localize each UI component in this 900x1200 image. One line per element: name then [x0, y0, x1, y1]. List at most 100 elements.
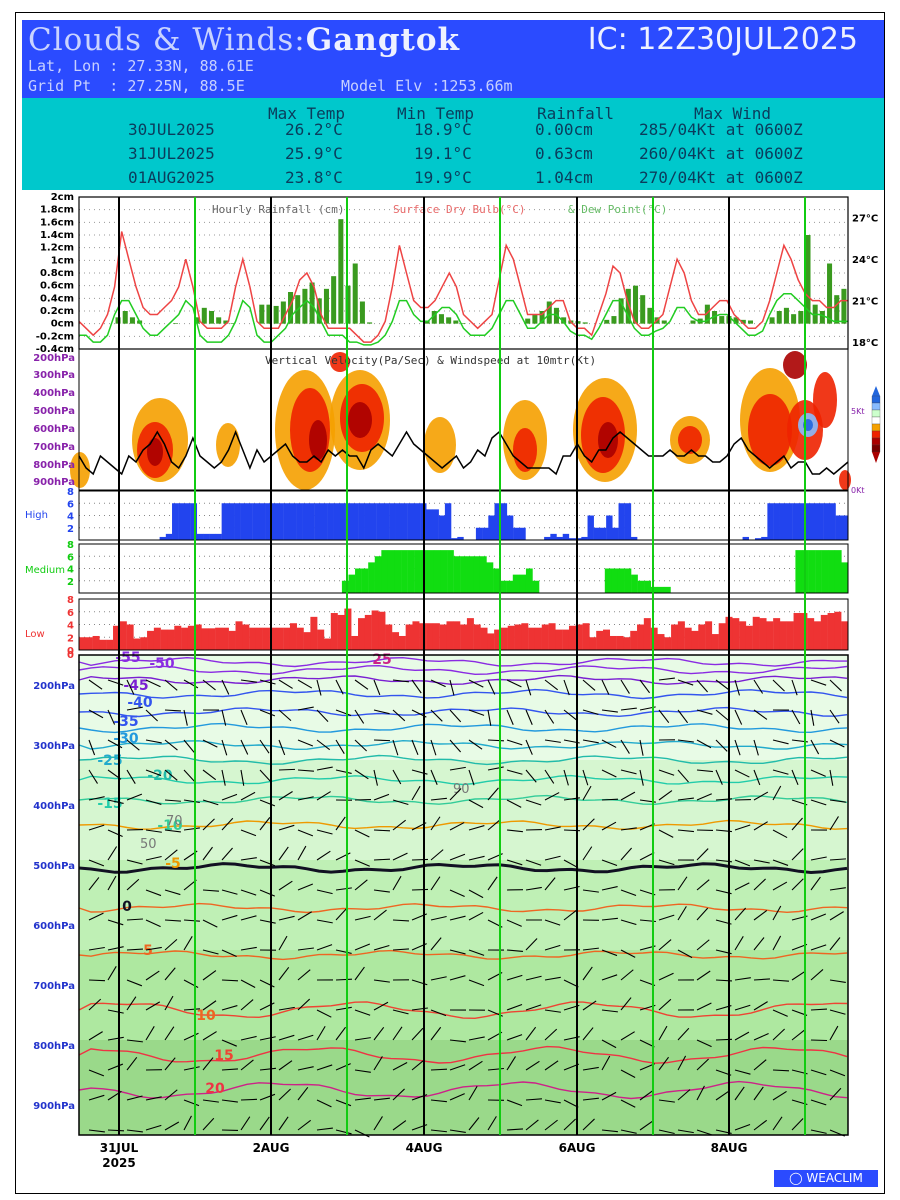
- wind-barb: [107, 1129, 125, 1132]
- low-cloud-bar: [800, 613, 808, 650]
- high-cloud-bar: [767, 503, 774, 540]
- rain-bar: [367, 322, 373, 324]
- wind-barb: [354, 1097, 371, 1101]
- wind-barb: [335, 709, 352, 716]
- wind-barb: [582, 846, 593, 861]
- wind-barb: [620, 949, 636, 958]
- wind-barb: [449, 1039, 466, 1043]
- medium-cloud-bar: [532, 580, 540, 593]
- low-cloud-bar: [392, 632, 400, 650]
- wind-barb: [278, 915, 295, 921]
- wind-barb: [829, 887, 846, 891]
- wind-barb: [278, 1060, 293, 1071]
- row-max-temp: 25.9°C: [285, 144, 343, 163]
- row-rainfall: 0.63cm: [535, 144, 593, 163]
- high-cloud-bar: [606, 515, 613, 540]
- wind-barb: [126, 679, 135, 695]
- wind-barb: [734, 1086, 745, 1101]
- rain-bar: [309, 282, 315, 324]
- wind-barb: [430, 816, 441, 831]
- wind-barb: [544, 877, 556, 891]
- wind-barb: [449, 766, 466, 771]
- wind-barb: [829, 858, 846, 861]
- temp-tick-label: 18°C: [852, 338, 878, 349]
- wind-barb: [525, 1098, 542, 1101]
- wind-barb: [772, 979, 789, 982]
- medium-cloud-bar: [440, 550, 448, 593]
- wind-barb: [107, 846, 118, 861]
- wind-barb: [392, 799, 409, 806]
- wind-barb: [373, 793, 390, 801]
- medium-cloud-bar: [341, 580, 349, 593]
- wind-barb: [620, 997, 632, 1011]
- row-max-wind: 285/04Kt at 0600Z: [639, 120, 803, 139]
- wind-barb: [297, 1087, 309, 1101]
- wind-barb: [145, 1096, 162, 1101]
- medium-cloud-bar: [368, 562, 375, 593]
- high-cloud-bar: [841, 515, 849, 540]
- high-cloud-tick-label: 4: [67, 512, 74, 523]
- wind-barb: [259, 1116, 270, 1131]
- high-cloud-bar: [308, 503, 315, 540]
- wind-barb: [278, 880, 293, 891]
- low-cloud-bar: [249, 627, 257, 650]
- wind-barb: [449, 822, 465, 831]
- low-cloud-tick-label: 2: [67, 633, 74, 644]
- low-cloud-panel-border: [78, 598, 849, 651]
- header-max-wind: Max Wind: [694, 104, 772, 123]
- wind-barb: [183, 1066, 200, 1071]
- rain-bar: [338, 219, 344, 324]
- wind-barb: [88, 912, 104, 921]
- rain-tick-label: 1.8cm: [40, 205, 74, 216]
- high-cloud-bar: [376, 503, 384, 540]
- velocity-pressure-label: 700hPa: [33, 442, 75, 453]
- wind-barb: [810, 769, 826, 777]
- wind-barb: [126, 918, 144, 921]
- wind-barb: [259, 1093, 276, 1101]
- rain-bar: [546, 301, 552, 324]
- medium-cloud-bar: [473, 556, 481, 593]
- rain-bar: [834, 295, 840, 324]
- wind-barb: [620, 1129, 637, 1134]
- wind-barb: [753, 791, 769, 801]
- high-cloud-bar: [593, 527, 601, 540]
- velocity-contour: [309, 420, 327, 460]
- wind-barb: [316, 850, 331, 861]
- low-cloud-bar: [466, 618, 474, 650]
- wind-barb: [183, 799, 200, 804]
- wind-barb: [658, 677, 675, 681]
- wind-barb: [601, 1091, 617, 1101]
- rain-bar: [625, 288, 631, 324]
- wind-barb: [221, 769, 226, 786]
- wind-barb: [563, 769, 569, 786]
- wind-barb: [620, 1069, 636, 1078]
- rain-bar: [122, 311, 128, 324]
- wind-barb: [145, 1001, 161, 1011]
- wind-barb: [658, 972, 674, 981]
- wind-barb: [525, 1026, 537, 1041]
- isotherm-label: -40: [127, 695, 153, 711]
- wind-barb: [373, 1026, 385, 1041]
- wind-barb: [753, 1086, 764, 1101]
- wind-barb: [620, 919, 637, 926]
- high-cloud-bar: [389, 503, 396, 540]
- low-cloud-bar: [378, 611, 386, 650]
- medium-cloud-tick-label: 6: [67, 552, 74, 563]
- wind-barb: [753, 1001, 768, 1011]
- high-cloud-tick-label: 2: [67, 524, 74, 535]
- low-cloud-bar: [603, 629, 611, 650]
- wind-barb: [810, 679, 827, 686]
- wind-barb: [715, 739, 728, 752]
- rain-bar: [783, 307, 789, 324]
- wind-barb: [164, 1121, 180, 1131]
- wind-barb: [373, 679, 381, 696]
- high-cloud-bar: [258, 503, 266, 540]
- wind-barb: [582, 1097, 599, 1101]
- low-cloud-bar: [793, 613, 801, 650]
- wind-barb: [145, 829, 162, 833]
- low-cloud-bar: [208, 628, 216, 650]
- isotherm-line: [78, 949, 848, 961]
- low-cloud-bar: [242, 624, 250, 650]
- isotherm-label: -25: [97, 753, 122, 769]
- wind-barb: [240, 979, 256, 988]
